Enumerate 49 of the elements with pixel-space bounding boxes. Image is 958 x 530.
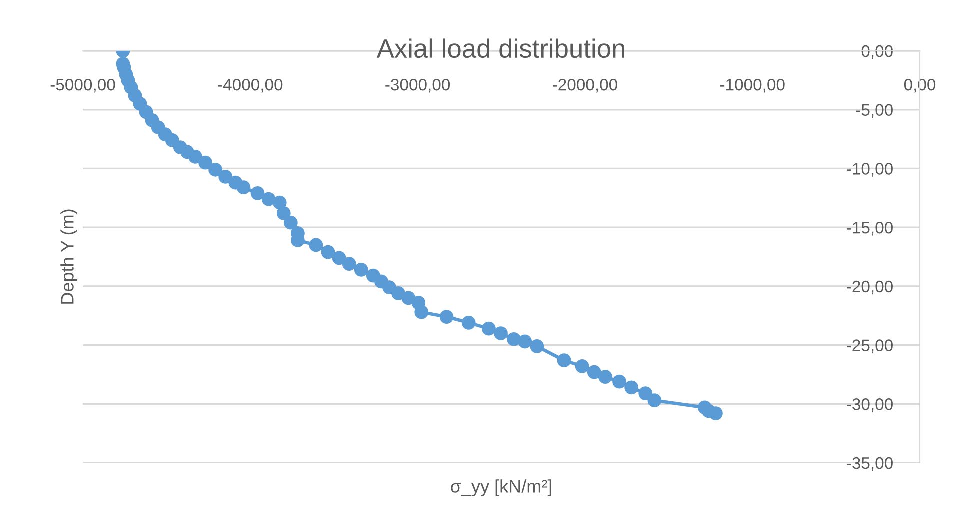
x-tick-label: -4000,00 xyxy=(218,78,283,93)
x-tick-label: -5000,00 xyxy=(50,78,116,93)
point xyxy=(638,386,653,400)
y-tick-label: -10,00 xyxy=(847,163,893,177)
point xyxy=(276,206,291,220)
point xyxy=(598,370,612,384)
point xyxy=(440,310,454,324)
x-axis-title: σ_yy [kN/m²] xyxy=(451,480,552,496)
point xyxy=(198,156,212,170)
point xyxy=(392,286,406,300)
y-tick-label: -5,00 xyxy=(856,104,893,118)
point xyxy=(624,380,639,395)
point xyxy=(208,162,223,177)
point xyxy=(236,180,251,194)
point xyxy=(332,251,346,266)
point xyxy=(284,216,298,230)
point xyxy=(262,192,276,206)
point xyxy=(648,394,662,408)
point xyxy=(482,322,496,336)
point xyxy=(518,334,532,349)
y-axis-title: Depth Y (m) xyxy=(60,210,78,304)
chart-title: Axial load distribution xyxy=(376,38,624,58)
point xyxy=(188,150,202,164)
point xyxy=(272,196,287,210)
point xyxy=(587,365,602,380)
point xyxy=(342,257,356,272)
point xyxy=(321,245,336,260)
y-tick-label: -20,00 xyxy=(847,280,893,295)
point xyxy=(462,316,476,330)
point xyxy=(250,186,265,200)
x-tick-label: -1000,00 xyxy=(720,78,785,93)
point xyxy=(507,332,521,346)
y-tick-label: -15,00 xyxy=(847,222,893,236)
point xyxy=(530,340,544,354)
y-tick-label: -30,00 xyxy=(847,398,893,412)
point xyxy=(402,291,416,306)
x-tick-label: -3000,00 xyxy=(386,78,450,93)
y-tick-label: -35,00 xyxy=(847,457,893,472)
point xyxy=(557,354,572,368)
point xyxy=(612,374,626,389)
y-tick-label: -25,00 xyxy=(847,340,893,354)
point xyxy=(309,238,324,252)
point xyxy=(354,263,368,277)
point xyxy=(708,406,723,421)
point xyxy=(575,360,590,374)
x-tick-label: -2000,00 xyxy=(553,78,618,93)
point xyxy=(218,170,233,184)
point xyxy=(414,305,429,320)
point xyxy=(494,326,508,340)
